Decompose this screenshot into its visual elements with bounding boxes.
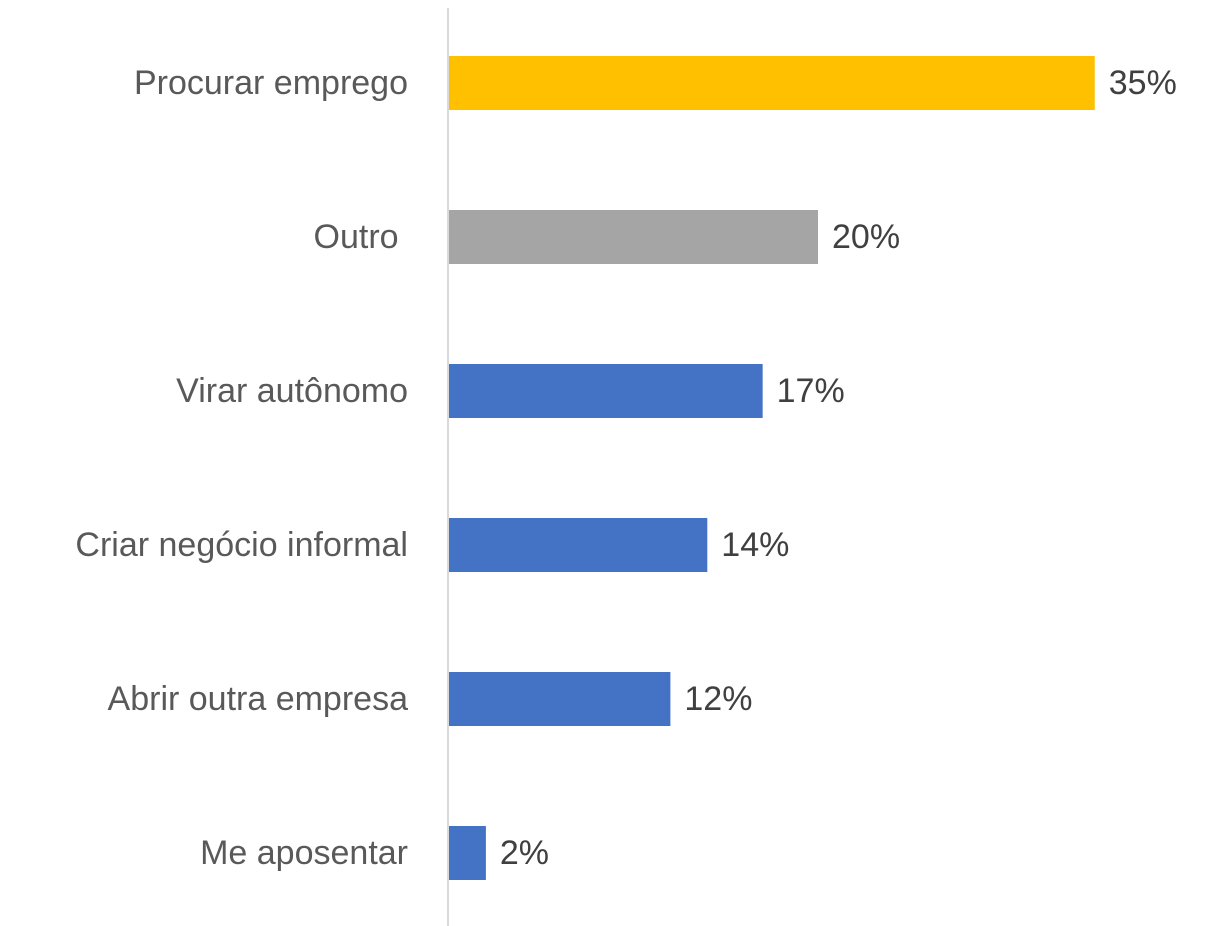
value-label: 2%	[500, 834, 549, 872]
bar	[449, 518, 708, 572]
bar	[449, 826, 486, 880]
value-label: 20%	[832, 218, 900, 256]
value-label: 17%	[777, 372, 845, 410]
value-label: 14%	[721, 526, 789, 564]
category-label: Procurar emprego	[134, 64, 408, 102]
bar	[449, 364, 763, 418]
category-label: Me aposentar	[200, 834, 408, 872]
category-label: Outro	[314, 218, 408, 256]
bar	[449, 672, 671, 726]
value-label: 12%	[684, 680, 752, 718]
category-label: Abrir outra empresa	[108, 680, 409, 718]
category-label: Virar autônomo	[176, 372, 408, 410]
value-label: 35%	[1109, 64, 1177, 102]
bar	[449, 210, 818, 264]
category-label: Criar negócio informal	[75, 526, 408, 564]
bar	[449, 56, 1095, 110]
